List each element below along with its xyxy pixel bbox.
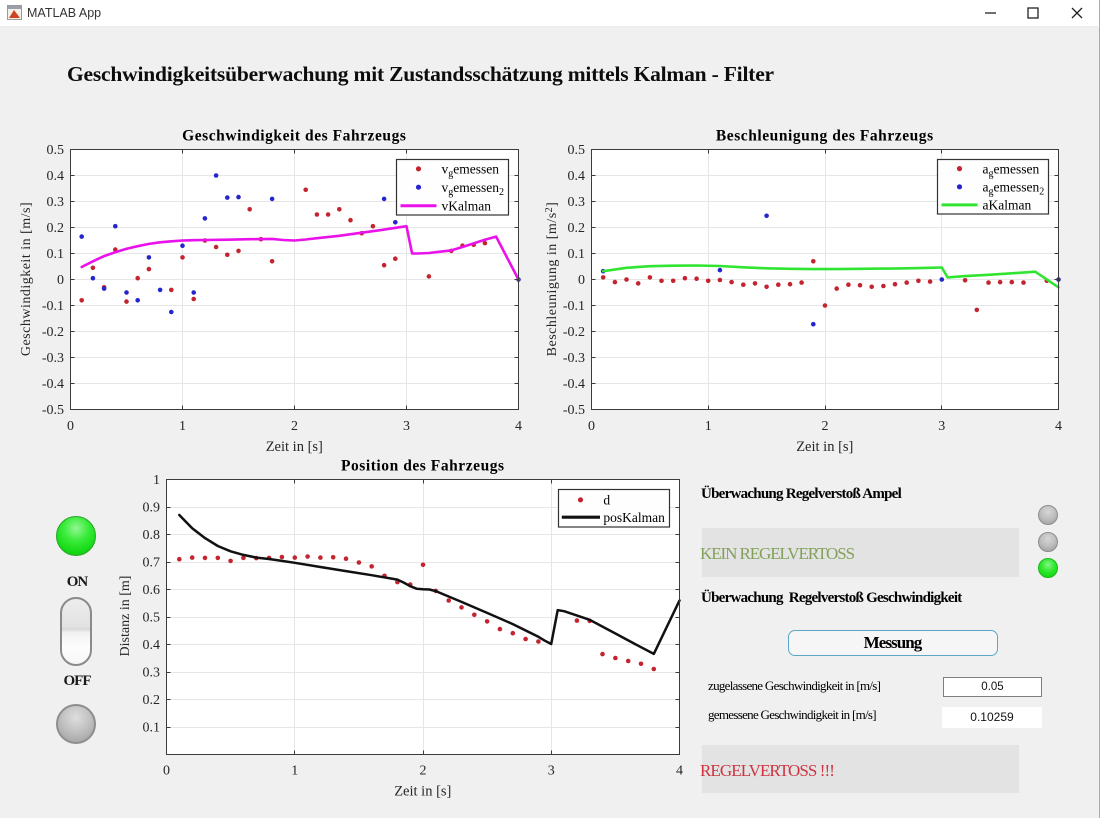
- svg-text:Geschwindigkeit in [m/s]: Geschwindigkeit in [m/s]: [19, 202, 34, 356]
- svg-text:0: 0: [588, 419, 595, 434]
- svg-text:0: 0: [67, 419, 74, 434]
- svg-text:Zeit in [s]: Zeit in [s]: [796, 439, 853, 455]
- svg-text:0.4: 0.4: [47, 169, 65, 184]
- svg-text:0.7: 0.7: [143, 556, 161, 571]
- svg-text:-0.3: -0.3: [42, 351, 64, 366]
- svg-text:0.2: 0.2: [568, 221, 586, 236]
- svg-text:1: 1: [179, 419, 186, 434]
- svg-text:0.3: 0.3: [143, 666, 161, 681]
- svg-text:Position des Fahrzeugs: Position des Fahrzeugs: [341, 458, 505, 475]
- svg-text:-0.2: -0.2: [42, 325, 64, 340]
- svg-text:0.4: 0.4: [143, 638, 161, 653]
- svg-text:-0.3: -0.3: [563, 351, 585, 366]
- svg-text:4: 4: [676, 764, 683, 779]
- svg-text:0.1: 0.1: [143, 721, 161, 736]
- svg-text:1: 1: [291, 764, 298, 779]
- svg-text:0: 0: [57, 273, 64, 288]
- svg-text:aKalman: aKalman: [983, 198, 1032, 213]
- svg-text:Beschleunigung in [m/s2]: Beschleunigung in [m/s2]: [544, 202, 560, 357]
- svg-text:0.8: 0.8: [143, 528, 161, 543]
- svg-text:0.2: 0.2: [47, 221, 65, 236]
- svg-text:0.4: 0.4: [568, 169, 586, 184]
- svg-text:d: d: [603, 492, 610, 507]
- svg-text:0.1: 0.1: [568, 247, 586, 262]
- svg-text:agemessen2: agemessen2: [983, 179, 1045, 197]
- svg-text:0: 0: [578, 273, 585, 288]
- svg-text:1: 1: [153, 473, 160, 488]
- svg-text:0.5: 0.5: [143, 611, 161, 626]
- svg-text:0.9: 0.9: [143, 501, 161, 516]
- svg-text:0: 0: [163, 764, 170, 779]
- svg-text:0.5: 0.5: [568, 143, 586, 158]
- svg-text:4: 4: [1055, 419, 1062, 434]
- svg-text:2: 2: [822, 419, 829, 434]
- svg-text:4: 4: [515, 419, 522, 434]
- svg-text:-0.5: -0.5: [563, 403, 585, 418]
- svg-text:1: 1: [705, 419, 712, 434]
- svg-text:0.6: 0.6: [143, 583, 161, 598]
- svg-text:2: 2: [420, 764, 427, 779]
- svg-text:0.1: 0.1: [47, 247, 65, 262]
- svg-text:Geschwindigkeit des Fahrzeugs: Geschwindigkeit des Fahrzeugs: [182, 128, 406, 145]
- svg-text:vgemessen2: vgemessen2: [442, 180, 504, 198]
- svg-text:posKalman: posKalman: [603, 510, 665, 525]
- svg-text:-0.1: -0.1: [563, 299, 585, 314]
- svg-text:0.3: 0.3: [47, 195, 65, 210]
- svg-text:3: 3: [403, 419, 410, 434]
- svg-text:-0.5: -0.5: [42, 403, 64, 418]
- svg-text:-0.4: -0.4: [42, 377, 64, 392]
- svg-text:-0.2: -0.2: [563, 325, 585, 340]
- svg-text:vKalman: vKalman: [442, 198, 492, 213]
- svg-text:-0.4: -0.4: [563, 377, 585, 392]
- svg-text:Beschleunigung des Fahrzeugs: Beschleunigung des Fahrzeugs: [716, 128, 934, 145]
- svg-text:agemessen: agemessen: [983, 161, 1040, 179]
- svg-text:2: 2: [291, 419, 298, 434]
- svg-text:3: 3: [548, 764, 555, 779]
- svg-text:Zeit in [s]: Zeit in [s]: [266, 439, 323, 455]
- svg-text:-0.1: -0.1: [42, 299, 64, 314]
- svg-text:vgemessen: vgemessen: [442, 161, 500, 179]
- svg-text:0.2: 0.2: [143, 693, 161, 708]
- svg-text:0.3: 0.3: [568, 195, 586, 210]
- svg-text:Distanz in [m]: Distanz in [m]: [118, 576, 133, 657]
- svg-text:Zeit in [s]: Zeit in [s]: [394, 784, 451, 800]
- svg-text:3: 3: [938, 419, 945, 434]
- svg-text:0.5: 0.5: [47, 143, 65, 158]
